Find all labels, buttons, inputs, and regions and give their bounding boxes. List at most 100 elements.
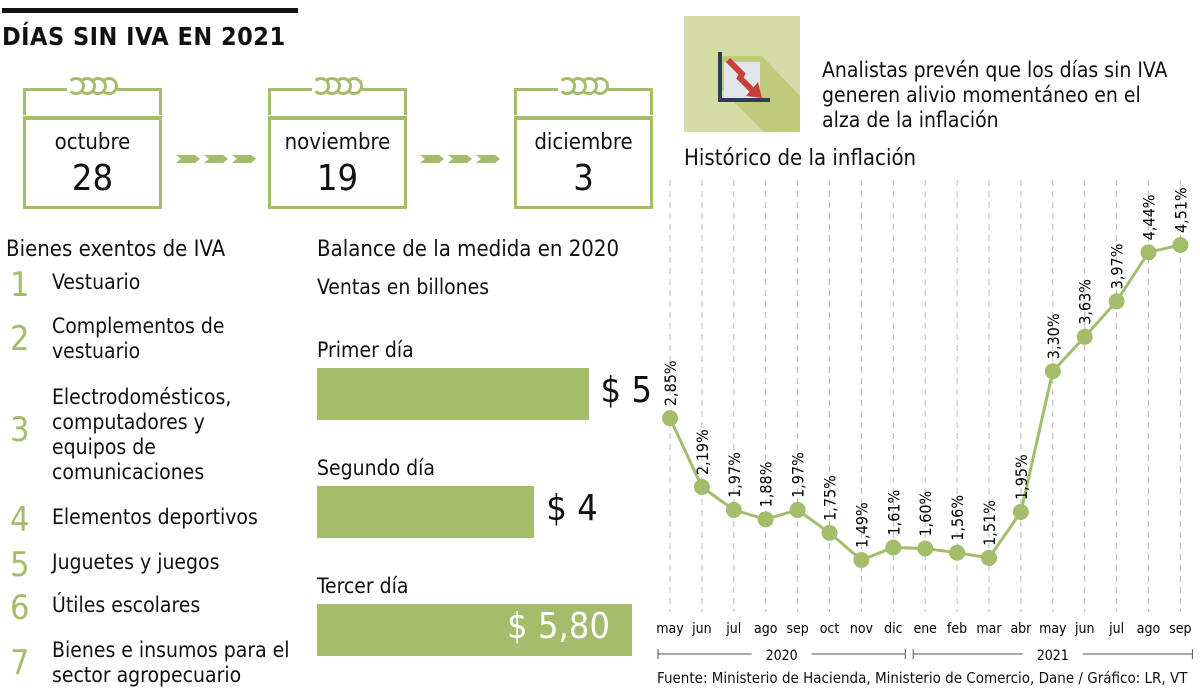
- exempt-item: Complementos de vestuario: [52, 314, 225, 363]
- data-point: [1108, 293, 1125, 310]
- data-label: 1,51%: [980, 500, 999, 546]
- data-point: [789, 501, 806, 518]
- data-label: 3,97%: [1108, 244, 1127, 290]
- exempt-item: Vestuario: [52, 270, 141, 294]
- month-tick-label: nov: [850, 621, 874, 637]
- calendar-body: diciembre 3: [514, 116, 653, 209]
- data-label: 1,60%: [916, 491, 935, 537]
- data-point: [949, 544, 966, 561]
- month-tick-label: abr: [1010, 621, 1032, 637]
- data-label: 2,85%: [661, 360, 680, 406]
- calendar-rings-icon: [67, 77, 118, 95]
- month-tick-label: jun: [691, 621, 711, 637]
- month-tick-label: may: [1039, 621, 1067, 637]
- item-number: 3: [10, 410, 30, 450]
- data-point: [1172, 237, 1189, 254]
- data-point: [885, 539, 902, 556]
- item-number: 7: [10, 643, 30, 683]
- calendar-rings-icon: [312, 77, 363, 95]
- data-point: [662, 410, 678, 427]
- data-label: 4,44%: [1140, 195, 1159, 241]
- data-point: [1044, 363, 1061, 380]
- page-title: DÍAS SIN IVA EN 2021: [2, 22, 286, 51]
- chain-arrow: [176, 148, 260, 163]
- data-label: 1,61%: [884, 490, 903, 536]
- data-point: [693, 478, 710, 495]
- chain-arrow: [420, 148, 504, 163]
- calendar-noviembre: noviembre 19: [268, 77, 407, 209]
- calendar-day: 19: [316, 158, 359, 199]
- exempt-item: Bienes e insumos para el sector agropecu…: [52, 638, 290, 687]
- top-rule: [2, 8, 298, 13]
- chart-down-icon: [684, 16, 800, 132]
- calendar-diciembre: diciembre 3: [514, 77, 653, 209]
- data-point: [757, 511, 774, 528]
- analyst-note: Analistas prevén que los días sin IVA ge…: [822, 58, 1168, 132]
- data-point: [1012, 504, 1029, 521]
- bar: [317, 368, 589, 420]
- exempt-item: Útiles escolares: [52, 593, 201, 617]
- data-point: [725, 501, 742, 518]
- month-tick-label: feb: [947, 621, 967, 637]
- calendar-month: noviembre: [284, 130, 391, 155]
- data-label: 1,97%: [725, 452, 744, 498]
- data-point: [821, 524, 838, 541]
- month-tick-label: jun: [1074, 621, 1094, 637]
- month-tick-label: ene: [913, 621, 937, 637]
- calendar-month: diciembre: [534, 130, 633, 155]
- year-label: 2021: [1037, 648, 1069, 664]
- exempt-title: Bienes exentos de IVA: [6, 237, 226, 262]
- calendar-day: 3: [573, 158, 594, 199]
- year-label: 2020: [766, 648, 798, 664]
- exempt-item: Electrodomésticos, computadores y equipo…: [52, 385, 232, 484]
- month-tick-label: sep: [786, 621, 808, 637]
- data-label: 1,49%: [852, 502, 871, 548]
- month-tick-label: ago: [754, 621, 778, 637]
- data-label: 3,30%: [1044, 313, 1063, 359]
- bar-chart-subtitle: Ventas en billones: [317, 275, 490, 299]
- month-tick-label: dic: [884, 621, 902, 637]
- month-tick-label: oct: [820, 621, 840, 637]
- data-label: 4,51%: [1171, 187, 1190, 233]
- data-point: [853, 552, 870, 568]
- source-note: Fuente: Ministerio de Hacienda, Minister…: [657, 669, 1188, 687]
- data-label: 2,19%: [693, 429, 712, 475]
- month-tick-label: ago: [1137, 621, 1161, 637]
- data-point: [917, 540, 934, 557]
- item-number: 1: [10, 265, 30, 305]
- data-label: 1,56%: [948, 495, 967, 541]
- month-tick-label: jul: [725, 621, 741, 637]
- exempt-item: Juguetes y juegos: [52, 550, 220, 574]
- month-tick-label: jul: [1108, 621, 1124, 637]
- bar-category: Tercer día: [317, 574, 409, 598]
- item-number: 6: [10, 588, 30, 628]
- item-number: 2: [10, 319, 30, 359]
- data-point: [1140, 244, 1157, 261]
- month-tick-label: sep: [1169, 621, 1191, 637]
- bar-chart-title: Balance de la medida en 2020: [317, 237, 620, 262]
- bar-category: Primer día: [317, 338, 414, 362]
- data-point: [1076, 328, 1093, 345]
- data-label: 3,63%: [1076, 279, 1095, 325]
- bar-value-label: $ 4: [546, 488, 598, 529]
- calendar-day: 28: [71, 158, 114, 199]
- data-label: 1,97%: [789, 452, 808, 498]
- item-number: 5: [10, 545, 30, 585]
- bar-category: Segundo día: [317, 456, 435, 480]
- bar-value-label: $ 5,80: [507, 606, 610, 647]
- calendar-rings-icon: [558, 77, 609, 95]
- data-label: 1,95%: [1012, 454, 1031, 500]
- line-chart-title: Histórico de la inflación: [684, 146, 917, 171]
- calendar-month: octubre: [54, 130, 131, 155]
- exempt-item: Elementos deportivos: [52, 505, 258, 529]
- calendar-body: noviembre 19: [268, 116, 407, 209]
- bar: [317, 486, 535, 538]
- data-label: 1,88%: [757, 462, 776, 508]
- month-tick-label: mar: [976, 621, 1002, 637]
- bar-value-label: $ 5: [600, 370, 653, 411]
- bar: [317, 604, 632, 656]
- data-label: 1,75%: [821, 475, 840, 521]
- item-number: 4: [10, 500, 30, 540]
